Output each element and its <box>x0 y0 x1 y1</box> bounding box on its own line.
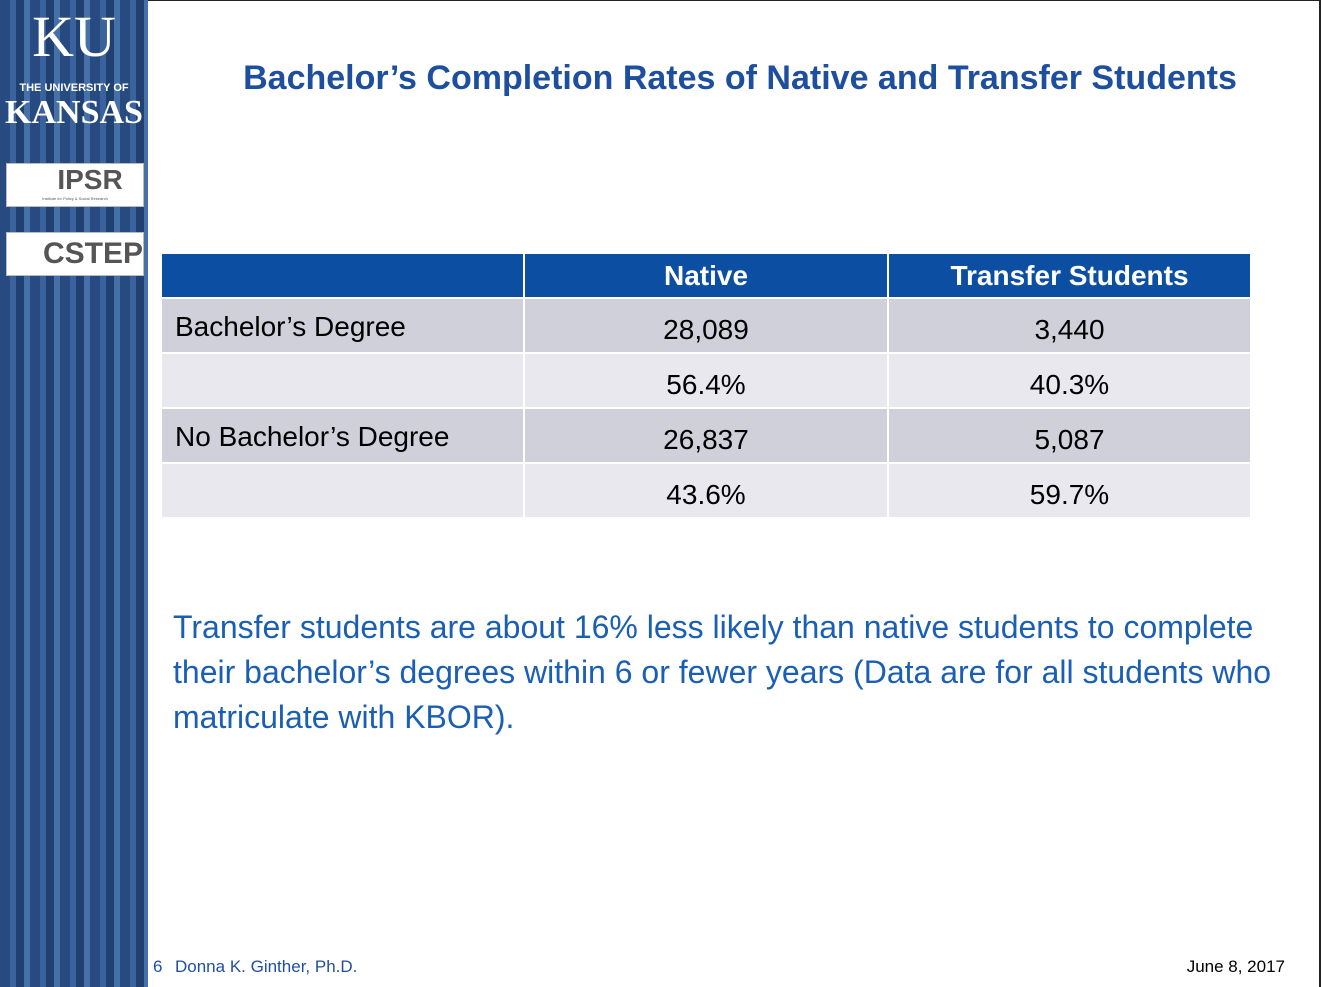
table-row: 43.6% 59.7% <box>162 462 1250 517</box>
cell: 40.3% <box>887 352 1250 408</box>
header-cell: Transfer Students <box>887 254 1250 298</box>
sidebar: KU THE UNIVERSITY OF KANSAS IPSR Institu… <box>0 0 148 987</box>
cell: 59.7% <box>887 462 1250 517</box>
data-table: Native Transfer Students Bachelor’s Degr… <box>162 254 1250 517</box>
ipsr-sub: Institute for Policy & Social Research <box>42 196 108 201</box>
border <box>1319 0 1321 987</box>
slide-title: Bachelor’s Completion Rates of Native an… <box>243 59 1237 97</box>
ipsr-logo: IPSR Institute for Policy & Social Resea… <box>6 163 144 207</box>
header-cell <box>162 254 524 298</box>
cell: 43.6% <box>523 462 888 517</box>
cell: 56.4% <box>523 352 888 408</box>
kansas-text: KANSAS <box>5 94 143 131</box>
ku-logo: KU <box>32 4 116 69</box>
page-number: 6 <box>153 957 163 976</box>
header-row: Native Transfer Students <box>162 254 1250 298</box>
row-label: Bachelor’s Degree <box>162 297 524 353</box>
author: Donna K. Ginther, Ph.D. <box>175 957 358 976</box>
cstep-logo: CSTEP <box>6 232 144 276</box>
cstep-text: CSTEP <box>43 237 144 270</box>
cell: 28,089 <box>523 297 888 353</box>
row-label: No Bachelor’s Degree <box>162 407 524 463</box>
university-text: THE UNIVERSITY OF <box>19 82 129 94</box>
header-cell: Native <box>523 254 888 298</box>
table-row: Bachelor’s Degree 28,089 3,440 <box>162 297 1250 353</box>
table-row: 56.4% 40.3% <box>162 352 1250 408</box>
cell: 26,837 <box>523 407 888 463</box>
row-label <box>162 352 524 408</box>
cell: 3,440 <box>887 297 1250 353</box>
ipsr-text: IPSR <box>57 164 123 195</box>
date: June 8, 2017 <box>1186 957 1285 976</box>
row-label <box>162 462 524 517</box>
body-text: Transfer students are about 16% less lik… <box>173 609 1272 735</box>
cell: 5,087 <box>887 407 1250 463</box>
table-row: No Bachelor’s Degree 26,837 5,087 <box>162 407 1250 463</box>
border <box>148 0 1321 1</box>
